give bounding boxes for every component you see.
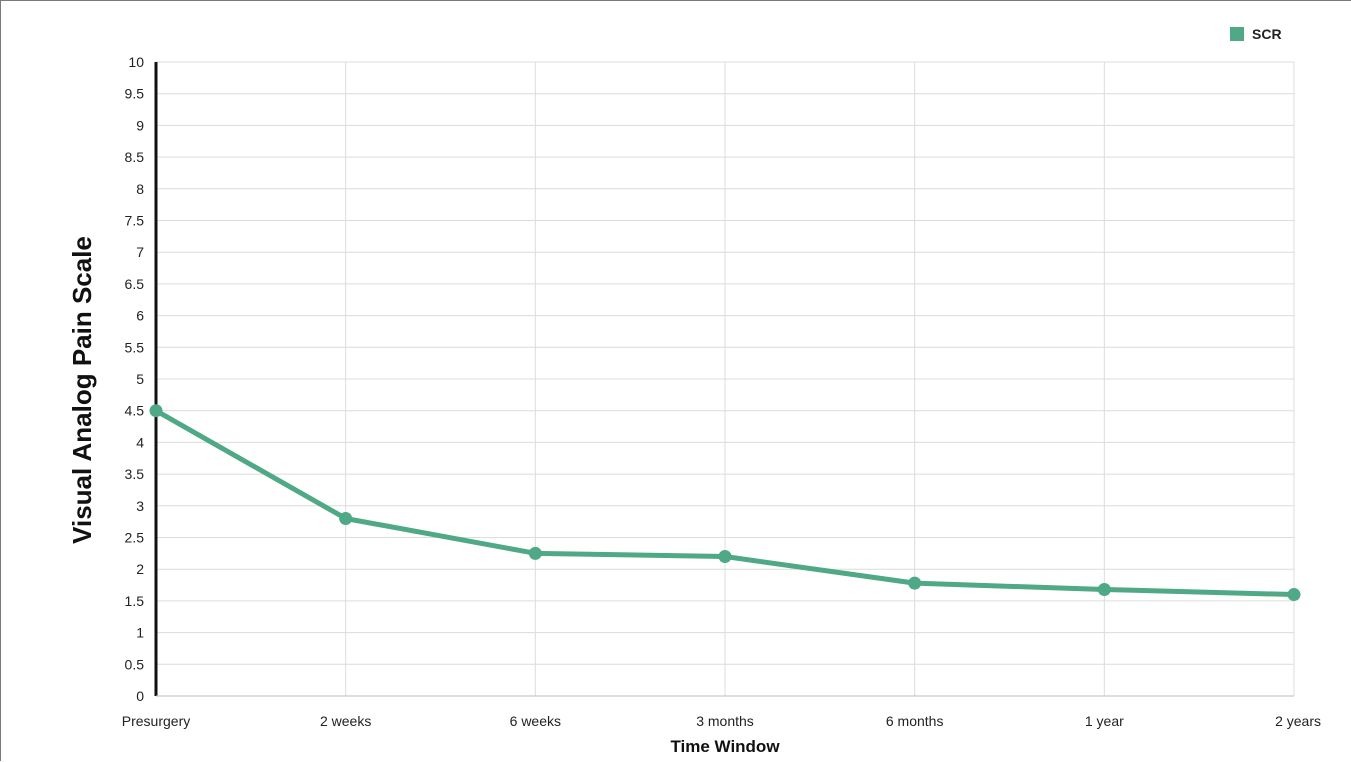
x-tick-label: 2 years: [1275, 713, 1321, 729]
y-tick-label: 5: [136, 371, 144, 387]
y-tick-label: 2: [136, 561, 144, 577]
y-tick-label: 1: [136, 625, 144, 641]
data-point: [149, 404, 163, 418]
x-axis-title: Time Window: [670, 737, 780, 756]
axis-layer: [154, 62, 1294, 697]
y-tick-label: 9: [136, 117, 144, 133]
x-tick-label: 1 year: [1085, 713, 1124, 729]
x-tick-label: 6 weeks: [510, 713, 561, 729]
y-tick-label: 4.5: [125, 403, 145, 419]
y-tick-label: 0: [136, 688, 144, 704]
y-tick-label: 2.5: [125, 530, 145, 546]
y-tick-label: 9.5: [125, 86, 145, 102]
y-tick-label: 3.5: [125, 466, 145, 482]
data-point: [1287, 588, 1301, 602]
data-point: [908, 576, 922, 590]
y-tick-label: 6: [136, 308, 144, 324]
y-tick-label: 7: [136, 244, 144, 260]
data-point: [718, 550, 732, 564]
x-tick-label: 3 months: [696, 713, 754, 729]
y-tick-label: 8: [136, 181, 144, 197]
x-tick-label: 2 weeks: [320, 713, 371, 729]
legend-swatch-scr: [1230, 27, 1244, 41]
x-tick-label: 6 months: [886, 713, 944, 729]
y-axis-title: Visual Analog Pain Scale: [67, 236, 97, 544]
legend-label-scr: SCR: [1252, 26, 1282, 42]
x-tick-label: Presurgery: [122, 713, 190, 729]
series-layer: [149, 404, 1301, 602]
y-tick-label: 0.5: [125, 656, 145, 672]
y-tick-label: 3: [136, 498, 144, 514]
grid-layer: [156, 61, 1295, 696]
legend: SCR: [1230, 26, 1282, 42]
y-tick-label: 1.5: [125, 593, 145, 609]
y-tick-label: 4: [136, 434, 144, 450]
data-point: [528, 546, 542, 560]
data-point: [1097, 582, 1111, 596]
y-tick-label: 7.5: [125, 213, 145, 229]
y-tick-label: 5.5: [125, 339, 145, 355]
label-layer: 0 0.5 1 1.5 2 2.5 3 3.5 4 4.5 5 5.5 6 6.5 7 7.5 8 8.5 9 9.5…: [122, 54, 1321, 729]
y-tick-label: 10: [128, 54, 144, 70]
data-point: [339, 511, 353, 525]
y-tick-label: 8.5: [125, 149, 145, 165]
y-tick-label: 6.5: [125, 276, 145, 292]
